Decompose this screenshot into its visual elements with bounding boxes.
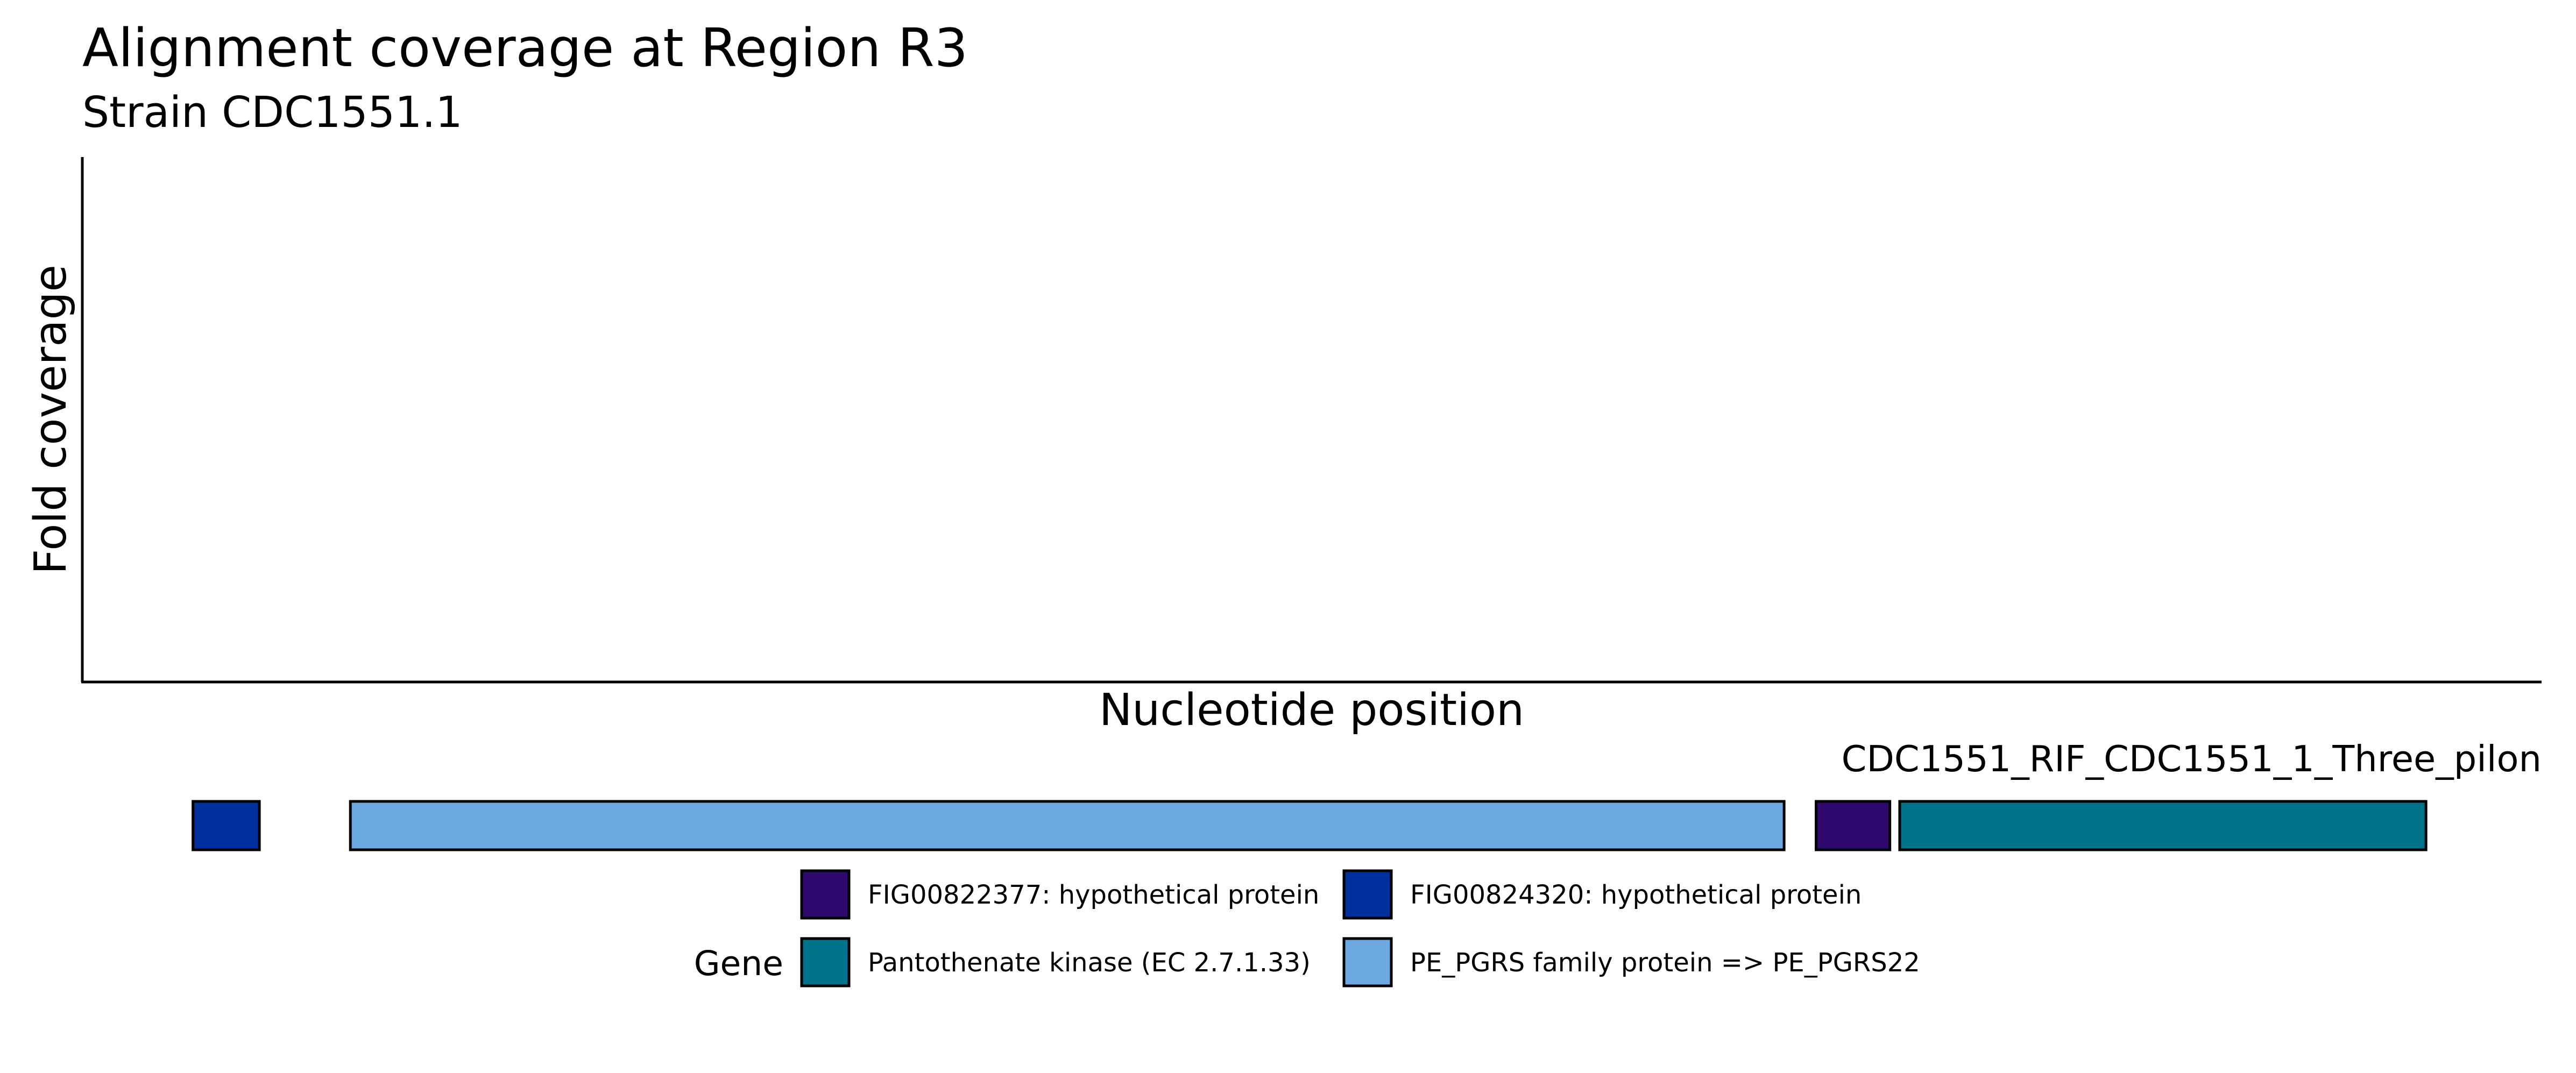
legend-items: FIG00822377: hypothetical protein FIG0082… bbox=[800, 869, 1920, 987]
gene-block-2-pe-pgrs-family-protein-pe-pgrs22 bbox=[349, 800, 1786, 851]
legend-title: Gene bbox=[694, 944, 783, 983]
legend-label-pe-pgrs-family-protein-pe-pgrs22: PE_PGRS family protein => PE_PGRS22 bbox=[1410, 948, 1920, 978]
legend-key-pe-pgrs-family-protein-pe-pgrs22 bbox=[1342, 937, 1393, 987]
gene-block-3-fig00822377-hypothetical-protein bbox=[1815, 800, 1892, 851]
gene-block-4-pantothenate-kinase-ec-2-7-1-33 bbox=[1898, 800, 2428, 851]
x-axis-label: Nucleotide position bbox=[1099, 685, 1524, 736]
legend-label-fig00824320-hypothetical-protein: FIG00824320: hypothetical protein bbox=[1410, 880, 1862, 910]
legend: Gene FIG00822377: hypothetical protein FI… bbox=[694, 869, 1920, 987]
plot-area bbox=[81, 157, 2542, 684]
legend-label-fig00822377-hypothetical-protein: FIG00822377: hypothetical protein bbox=[868, 880, 1319, 910]
legend-key-fig00822377-hypothetical-protein bbox=[800, 869, 851, 920]
chart-subtitle: Strain CDC1551.1 bbox=[82, 88, 463, 137]
legend-key-fig00824320-hypothetical-protein bbox=[1342, 869, 1393, 920]
legend-label-pantothenate-kinase-ec-2-7-1-33: Pantothenate kinase (EC 2.7.1.33) bbox=[868, 948, 1311, 978]
gene-track bbox=[192, 800, 2428, 851]
gene-block-1-fig00824320-hypothetical-protein bbox=[192, 800, 261, 851]
legend-key-pantothenate-kinase-ec-2-7-1-33 bbox=[800, 937, 851, 987]
y-axis-label: Fold coverage bbox=[25, 265, 76, 574]
track-label: CDC1551_RIF_CDC1551_1_Three_pilon bbox=[1842, 738, 2542, 780]
chart-title: Alignment coverage at Region R3 bbox=[82, 18, 968, 79]
